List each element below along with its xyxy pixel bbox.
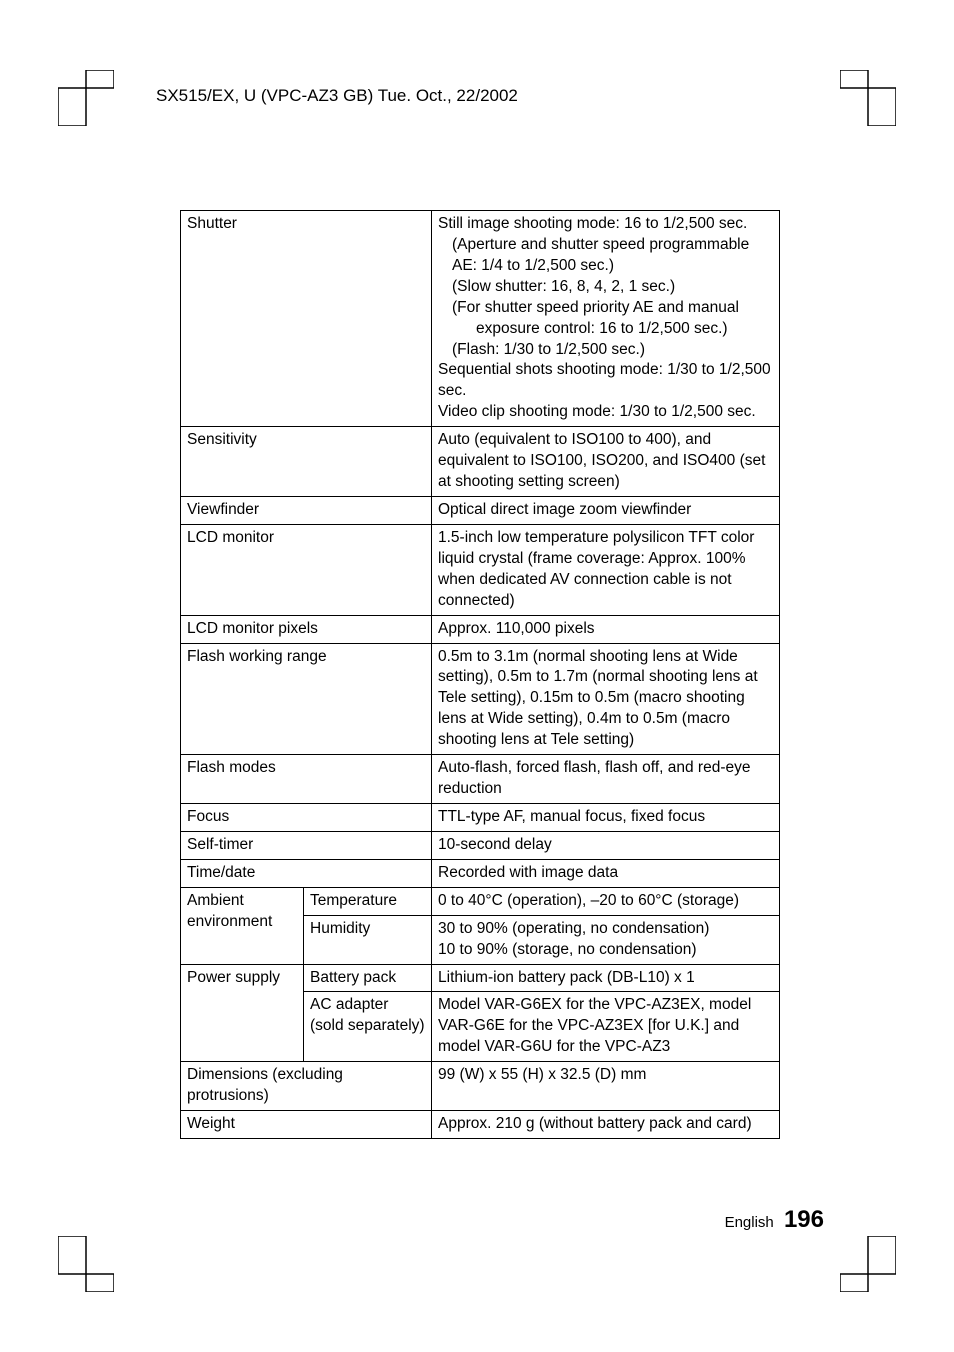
row-lcd-monitor: LCD monitor 1.5-inch low temperature pol…	[181, 524, 780, 615]
ambient-hum-value: 30 to 90% (operating, no condensation) 1…	[432, 915, 780, 964]
lcd-pixels-value: Approx. 110,000 pixels	[432, 615, 780, 643]
power-batt-value: Lithium-ion battery pack (DB-L10) x 1	[432, 964, 780, 992]
row-viewfinder: Viewfinder Optical direct image zoom vie…	[181, 496, 780, 524]
row-time-date: Time/date Recorded with image data	[181, 859, 780, 887]
row-focus: Focus TTL-type AF, manual focus, fixed f…	[181, 803, 780, 831]
row-self-timer: Self-timer 10-second delay	[181, 831, 780, 859]
self-timer-value: 10-second delay	[432, 831, 780, 859]
footer-page-number: 196	[784, 1206, 824, 1233]
crop-mark-bl	[58, 1236, 114, 1292]
shutter-label: Shutter	[181, 211, 432, 427]
row-sensitivity: Sensitivity Auto (equivalent to ISO100 t…	[181, 427, 780, 497]
viewfinder-label: Viewfinder	[181, 496, 432, 524]
time-date-label: Time/date	[181, 859, 432, 887]
viewfinder-value: Optical direct image zoom viewfinder	[432, 496, 780, 524]
crop-mark-br	[840, 1236, 896, 1292]
dimensions-value: 99 (W) x 55 (H) x 32.5 (D) mm	[432, 1062, 780, 1111]
row-shutter: Shutter Still image shooting mode: 16 to…	[181, 211, 780, 427]
flash-range-label: Flash working range	[181, 643, 432, 755]
shutter-l3: (Slow shutter: 16, 8, 4, 2, 1 sec.)	[438, 277, 773, 298]
weight-value: Approx. 210 g (without battery pack and …	[432, 1111, 780, 1139]
row-power-batt: Power supply Battery pack Lithium-ion ba…	[181, 964, 780, 992]
row-weight: Weight Approx. 210 g (without battery pa…	[181, 1111, 780, 1139]
flash-modes-label: Flash modes	[181, 755, 432, 804]
spec-table-container: Shutter Still image shooting mode: 16 to…	[180, 210, 780, 1139]
page-footer: English 196	[725, 1206, 824, 1234]
row-flash-modes: Flash modes Auto-flash, forced flash, fl…	[181, 755, 780, 804]
ambient-temp-value: 0 to 40°C (operation), –20 to 60°C (stor…	[432, 887, 780, 915]
dimensions-label: Dimensions (excluding protrusions)	[181, 1062, 432, 1111]
flash-range-value: 0.5m to 3.1m (normal shooting lens at Wi…	[432, 643, 780, 755]
spec-table: Shutter Still image shooting mode: 16 to…	[180, 210, 780, 1139]
flash-modes-value: Auto-flash, forced flash, flash off, and…	[432, 755, 780, 804]
shutter-value: Still image shooting mode: 16 to 1/2,500…	[432, 211, 780, 427]
sensitivity-label: Sensitivity	[181, 427, 432, 497]
crop-mark-tr	[840, 70, 896, 126]
power-ac-value: Model VAR-G6EX for the VPC-AZ3EX, model …	[432, 992, 780, 1062]
crop-mark-tl	[58, 70, 114, 126]
shutter-l1: Still image shooting mode: 16 to 1/2,500…	[438, 215, 747, 232]
power-label: Power supply	[181, 964, 304, 1062]
shutter-l6: Sequential shots shooting mode: 1/30 to …	[438, 361, 771, 399]
page-header: SX515/EX, U (VPC-AZ3 GB) Tue. Oct., 22/2…	[156, 86, 518, 106]
shutter-l5: (Flash: 1/30 to 1/2,500 sec.)	[438, 340, 773, 361]
ambient-hum-label: Humidity	[304, 915, 432, 964]
row-dimensions: Dimensions (excluding protrusions) 99 (W…	[181, 1062, 780, 1111]
ambient-temp-label: Temperature	[304, 887, 432, 915]
shutter-l7: Video clip shooting mode: 1/30 to 1/2,50…	[438, 403, 756, 420]
lcd-monitor-value: 1.5-inch low temperature polysilicon TFT…	[432, 524, 780, 615]
sensitivity-value: Auto (equivalent to ISO100 to 400), and …	[432, 427, 780, 497]
row-flash-range: Flash working range 0.5m to 3.1m (normal…	[181, 643, 780, 755]
ambient-label: Ambient environment	[181, 887, 304, 964]
row-lcd-pixels: LCD monitor pixels Approx. 110,000 pixel…	[181, 615, 780, 643]
footer-lang: English	[725, 1214, 774, 1231]
time-date-value: Recorded with image data	[432, 859, 780, 887]
lcd-monitor-label: LCD monitor	[181, 524, 432, 615]
power-ac-label: AC adapter (sold separately)	[304, 992, 432, 1062]
self-timer-label: Self-timer	[181, 831, 432, 859]
shutter-l4: (For shutter speed priority AE and manua…	[438, 298, 773, 319]
row-ambient-temp: Ambient environment Temperature 0 to 40°…	[181, 887, 780, 915]
shutter-l4b: exposure control: 16 to 1/2,500 sec.)	[438, 319, 773, 340]
weight-label: Weight	[181, 1111, 432, 1139]
focus-label: Focus	[181, 803, 432, 831]
focus-value: TTL-type AF, manual focus, fixed focus	[432, 803, 780, 831]
shutter-l2: (Aperture and shutter speed programmable…	[438, 235, 773, 277]
lcd-pixels-label: LCD monitor pixels	[181, 615, 432, 643]
power-batt-label: Battery pack	[304, 964, 432, 992]
